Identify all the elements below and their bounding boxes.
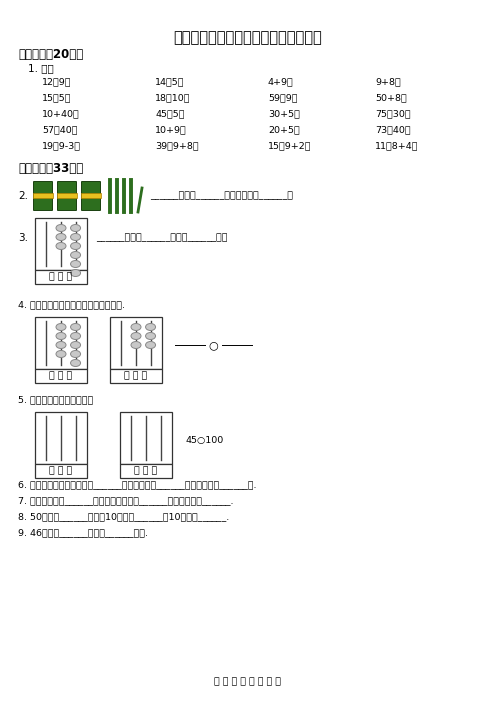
Ellipse shape <box>70 359 80 366</box>
Bar <box>110 369 162 383</box>
Ellipse shape <box>56 234 66 241</box>
Ellipse shape <box>56 350 66 357</box>
Text: 50+8＝: 50+8＝ <box>375 93 407 102</box>
Ellipse shape <box>70 341 80 348</box>
Text: 5. 在计数器上先画出珠子。: 5. 在计数器上先画出珠子。 <box>18 395 93 404</box>
Ellipse shape <box>131 333 141 340</box>
FancyBboxPatch shape <box>81 182 101 211</box>
Bar <box>120 412 172 464</box>
Ellipse shape <box>70 251 80 258</box>
Text: 12－9＝: 12－9＝ <box>42 77 71 86</box>
Ellipse shape <box>56 333 66 340</box>
Ellipse shape <box>70 324 80 331</box>
Bar <box>120 464 172 478</box>
Bar <box>35 317 87 369</box>
Text: 4+9＝: 4+9＝ <box>268 77 294 86</box>
Text: 百 十 个: 百 十 个 <box>50 371 72 380</box>
Ellipse shape <box>70 234 80 241</box>
Text: 百 十 个: 百 十 个 <box>124 371 148 380</box>
Bar <box>35 464 87 478</box>
Text: 6. 一个数从右边起第一位是______位，第二位是______位，第三位是______位.: 6. 一个数从右边起第一位是______位，第二位是______位，第三位是__… <box>18 480 256 489</box>
Text: 75－30＝: 75－30＝ <box>375 110 411 119</box>
Text: 1. 口算: 1. 口算 <box>28 63 54 73</box>
Bar <box>33 193 53 198</box>
Text: 10+9＝: 10+9＝ <box>155 126 187 135</box>
Ellipse shape <box>145 333 156 340</box>
Text: 人教版一年级下学期期中考试数学试题: 人教版一年级下学期期中考试数学试题 <box>174 30 322 46</box>
Ellipse shape <box>131 324 141 331</box>
FancyBboxPatch shape <box>34 182 53 211</box>
Text: 45○100: 45○100 <box>185 435 223 444</box>
Text: 百 十 个: 百 十 个 <box>134 467 158 475</box>
FancyBboxPatch shape <box>58 182 76 211</box>
Text: 20+5＝: 20+5＝ <box>268 126 300 135</box>
Ellipse shape <box>70 260 80 267</box>
Ellipse shape <box>145 324 156 331</box>
Bar <box>35 369 87 383</box>
Ellipse shape <box>70 225 80 232</box>
Text: 4. 根据计数器先写出得数，再比较大小.: 4. 根据计数器先写出得数，再比较大小. <box>18 300 125 310</box>
Text: 二、填空（33分）: 二、填空（33分） <box>18 161 83 175</box>
Text: 一、口算（20分）: 一、口算（20分） <box>18 48 83 62</box>
Text: 15－9+2＝: 15－9+2＝ <box>268 142 311 150</box>
Text: 9. 46里面有______个十和______个一.: 9. 46里面有______个十和______个一. <box>18 529 148 538</box>
Bar <box>110 317 162 369</box>
Text: 59－9＝: 59－9＝ <box>268 93 298 102</box>
Text: 15－5＝: 15－5＝ <box>42 93 71 102</box>
Text: 8. 50里面有______个十，10个一是______，10个十是______.: 8. 50里面有______个十，10个一是______，10个十是______… <box>18 512 229 522</box>
Bar <box>81 193 101 198</box>
Ellipse shape <box>145 341 156 348</box>
Text: 百 十 个: 百 十 个 <box>50 272 72 282</box>
Text: 10+40＝: 10+40＝ <box>42 110 80 119</box>
Bar <box>35 218 87 270</box>
Text: 11－8+4＝: 11－8+4＝ <box>375 142 419 150</box>
Text: ______个十和______个一合起来是______。: ______个十和______个一合起来是______。 <box>150 192 293 201</box>
Text: 18－10＝: 18－10＝ <box>155 93 190 102</box>
Bar <box>35 270 87 284</box>
Ellipse shape <box>70 242 80 249</box>
Ellipse shape <box>70 333 80 340</box>
Text: 30+5＝: 30+5＝ <box>268 110 300 119</box>
Text: 14－5＝: 14－5＝ <box>155 77 185 86</box>
Text: 45－5＝: 45－5＝ <box>155 110 185 119</box>
Ellipse shape <box>70 350 80 357</box>
Text: 2.: 2. <box>18 191 28 201</box>
Bar <box>35 412 87 464</box>
Ellipse shape <box>131 341 141 348</box>
Text: 19－9-3＝: 19－9-3＝ <box>42 142 81 150</box>
Ellipse shape <box>56 341 66 348</box>
Ellipse shape <box>56 242 66 249</box>
Text: ______里面有______个十和______一。: ______里面有______个十和______一。 <box>96 234 228 242</box>
Text: 9+8＝: 9+8＝ <box>375 77 401 86</box>
Text: 7. 最大的两位是______，最大的一位数是______，它们的差是______.: 7. 最大的两位是______，最大的一位数是______，它们的差是_____… <box>18 496 234 505</box>
Ellipse shape <box>56 324 66 331</box>
Text: 3.: 3. <box>18 233 28 243</box>
Text: 57－40＝: 57－40＝ <box>42 126 77 135</box>
Ellipse shape <box>56 225 66 232</box>
Text: 百 十 个: 百 十 个 <box>50 467 72 475</box>
Text: ○: ○ <box>208 340 218 350</box>
Text: 73－40＝: 73－40＝ <box>375 126 411 135</box>
Text: 39－9+8＝: 39－9+8＝ <box>155 142 198 150</box>
Text: 精 品 数 学 期 中 测 试: 精 品 数 学 期 中 测 试 <box>214 677 282 687</box>
Bar <box>57 193 77 198</box>
Ellipse shape <box>70 270 80 277</box>
